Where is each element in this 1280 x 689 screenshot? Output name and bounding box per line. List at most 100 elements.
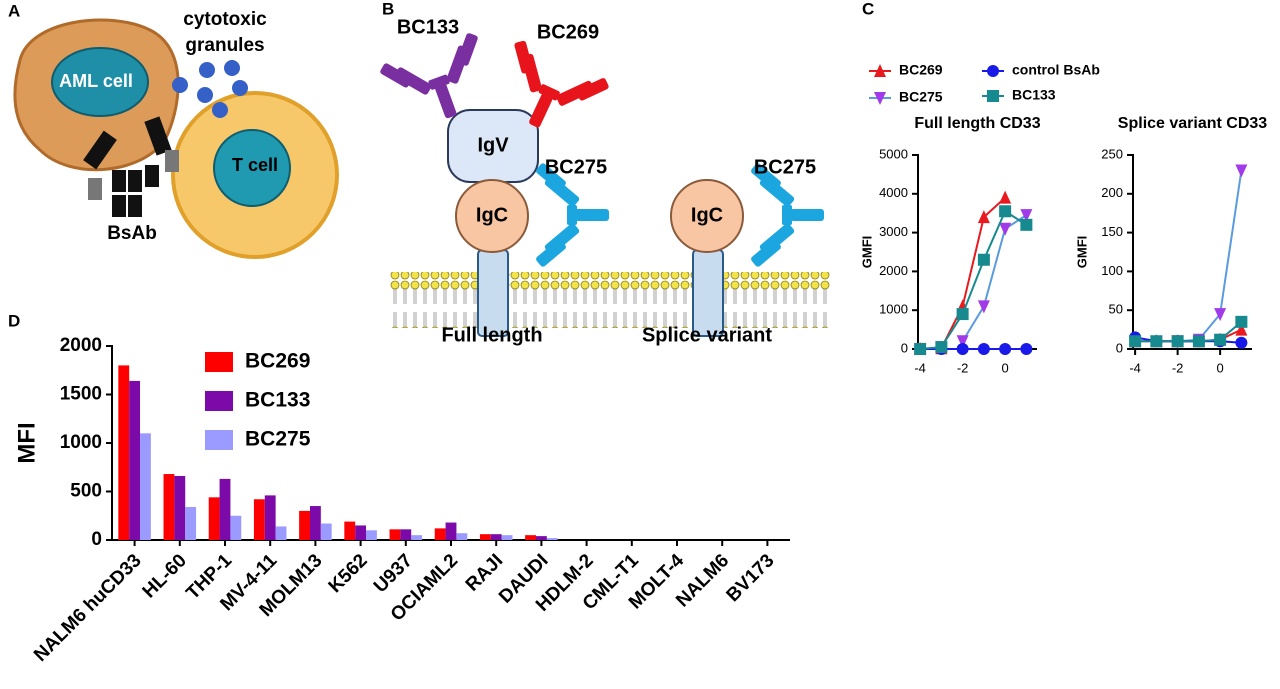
panel-label: B: [382, 0, 394, 18]
bar: [174, 475, 186, 540]
antibody-label: BC269: [537, 21, 599, 43]
marker: [977, 210, 990, 224]
bar: [309, 506, 321, 540]
marker: [999, 190, 1012, 204]
y-tick-label: 0: [901, 340, 908, 355]
granules-label: cytotoxic: [183, 9, 267, 30]
antibody-label: BC275: [545, 156, 607, 178]
legend-label: control BsAb: [1012, 62, 1100, 78]
bar: [185, 507, 197, 540]
marker: [935, 341, 948, 354]
fit-line: [920, 209, 1027, 350]
bar: [320, 523, 332, 540]
y-tick-label: 0: [1116, 340, 1123, 355]
marker: [1150, 335, 1163, 348]
x-tick-label: -2: [957, 360, 969, 375]
x-tick-label: 0: [1002, 360, 1009, 375]
legend-label: BC275: [899, 89, 943, 105]
legend-swatch: [205, 352, 233, 372]
x-tick-label: NALM6 huCD33: [30, 550, 146, 666]
chart-title: Splice variant CD33: [1118, 115, 1268, 132]
panel-label: C: [862, 0, 874, 18]
bar: [355, 525, 367, 540]
bar: [264, 495, 276, 540]
bar: [344, 521, 356, 540]
y-axis-label: GMFI: [859, 236, 874, 269]
marker: [1192, 335, 1205, 348]
marker: [956, 343, 969, 355]
legend-label: BC133: [1012, 87, 1056, 103]
panel-label: A: [8, 1, 20, 20]
y-tick-label: 1000: [60, 432, 102, 453]
bar: [118, 365, 130, 540]
y-axis-label: GMFI: [1074, 236, 1089, 269]
bsab-label: BsAb: [107, 223, 157, 244]
y-tick-label: 5000: [879, 146, 908, 161]
legend-marker: [874, 92, 886, 105]
y-tick-label: 50: [1109, 302, 1123, 317]
marker: [956, 335, 969, 349]
y-tick-label: 3000: [879, 224, 908, 239]
bar: [525, 535, 536, 540]
legend-marker: [874, 64, 886, 77]
marker: [1235, 322, 1248, 336]
bar: [434, 528, 446, 540]
y-tick-label: 100: [1101, 263, 1123, 278]
marker: [999, 205, 1012, 218]
marker: [1171, 335, 1184, 348]
t-cell-label: T cell: [232, 155, 278, 175]
caption: Full length: [441, 324, 542, 346]
aml-nucleus: [51, 47, 149, 117]
y-tick-label: 0: [91, 529, 102, 550]
legend-marker: [987, 65, 999, 77]
membrane: [390, 272, 830, 328]
marker: [999, 343, 1012, 355]
y-tick-label: 250: [1101, 146, 1123, 161]
y-tick-label: 200: [1101, 185, 1123, 200]
x-tick-label: BV173: [723, 550, 779, 606]
caption: Splice variant: [642, 324, 772, 346]
t-nucleus: [213, 129, 291, 207]
bar: [208, 497, 220, 540]
igc-label: IgC: [691, 204, 723, 226]
marker: [914, 343, 927, 355]
marker: [1235, 315, 1248, 328]
marker: [977, 253, 990, 266]
x-tick-label: -4: [914, 360, 926, 375]
igv-label: IgV: [477, 134, 509, 156]
bar: [490, 534, 502, 540]
y-tick-label: 150: [1101, 224, 1123, 239]
legend-swatch: [205, 430, 233, 450]
marker: [1214, 333, 1227, 346]
bar: [163, 474, 175, 540]
marker: [1020, 218, 1033, 231]
y-tick-label: 1500: [60, 384, 102, 405]
legend-marker: [987, 90, 999, 102]
legend-label: BC275: [245, 428, 311, 451]
antibody-label: BC275: [754, 156, 816, 178]
bar: [129, 380, 141, 540]
x-tick-label: HL-60: [139, 550, 191, 602]
marker: [1020, 209, 1033, 223]
legend-swatch: [205, 391, 233, 411]
panel-label: D: [8, 311, 20, 330]
y-tick-label: 500: [70, 481, 102, 502]
bar: [253, 499, 265, 540]
aml-label: AML cell: [59, 71, 133, 91]
marker: [956, 308, 969, 321]
chart-title: Full length CD33: [914, 115, 1040, 132]
y-tick-label: 2000: [60, 335, 102, 356]
bar: [230, 515, 242, 540]
fit-line: [961, 214, 1027, 342]
igc-domain: [670, 179, 744, 253]
marker: [999, 222, 1012, 236]
bar: [501, 535, 513, 540]
bar: [219, 478, 231, 540]
y-tick-label: 4000: [879, 185, 908, 200]
legend-label: BC269: [899, 62, 943, 78]
granules-label: granules: [185, 35, 264, 56]
bar: [400, 529, 412, 540]
bar: [275, 526, 287, 540]
marker: [1235, 336, 1248, 349]
